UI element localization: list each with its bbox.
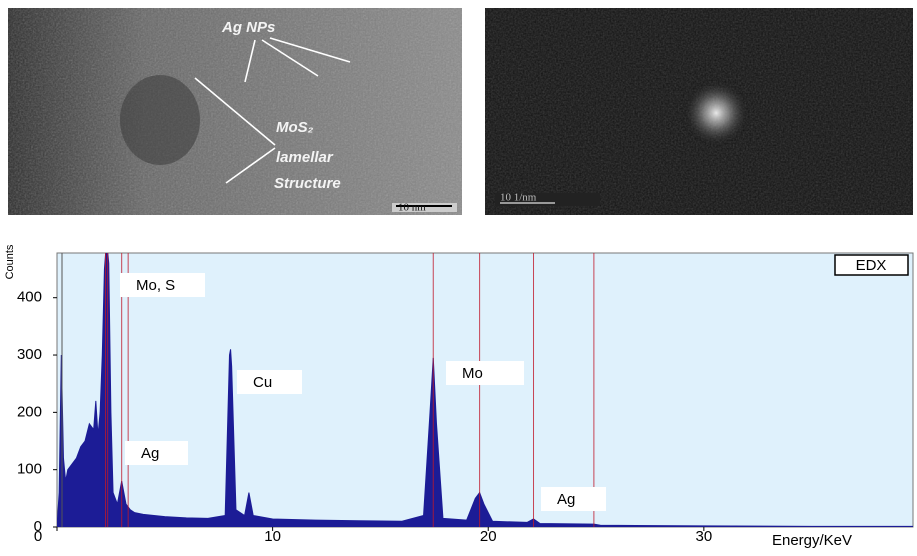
x-tick-label: 0 xyxy=(34,528,42,545)
fft-image: 10 1/nm xyxy=(485,8,913,215)
annotation: Ag xyxy=(557,491,575,508)
y-tick-label: 400 xyxy=(17,289,42,306)
annotation-box xyxy=(446,361,524,385)
image-label: Structure xyxy=(274,175,341,192)
x-axis-label: Energy/KeV xyxy=(772,532,852,549)
image-label: Ag NPs xyxy=(221,19,275,36)
annotation: Cu xyxy=(253,374,272,391)
scale-bar: 10 nm xyxy=(398,202,426,214)
annotation: Ag xyxy=(141,445,159,462)
scale-bar: 10 1/nm xyxy=(500,192,537,204)
x-tick-label: 10 xyxy=(264,528,281,545)
tem-image: Ag NPs MoS₂ lamellar Structure 10 nm xyxy=(8,8,462,215)
figure: Ag NPs MoS₂ lamellar Structure 10 nm 10 … xyxy=(0,0,917,551)
y-axis-label: Counts xyxy=(4,244,16,279)
image-label: lamellar xyxy=(276,149,334,166)
image-label: MoS₂ xyxy=(276,119,314,136)
x-tick-label: 30 xyxy=(696,528,713,545)
y-tick-label: 200 xyxy=(17,403,42,420)
x-tick-label: 20 xyxy=(480,528,497,545)
legend-label: EDX xyxy=(856,257,887,274)
page: {"images": {"left": {"labels": ["Ag NPs"… xyxy=(0,0,917,551)
annotation: Mo xyxy=(462,365,483,382)
y-tick-label: 100 xyxy=(17,461,42,478)
y-tick-label: 300 xyxy=(17,346,42,363)
annotation: Mo, S xyxy=(136,277,175,294)
